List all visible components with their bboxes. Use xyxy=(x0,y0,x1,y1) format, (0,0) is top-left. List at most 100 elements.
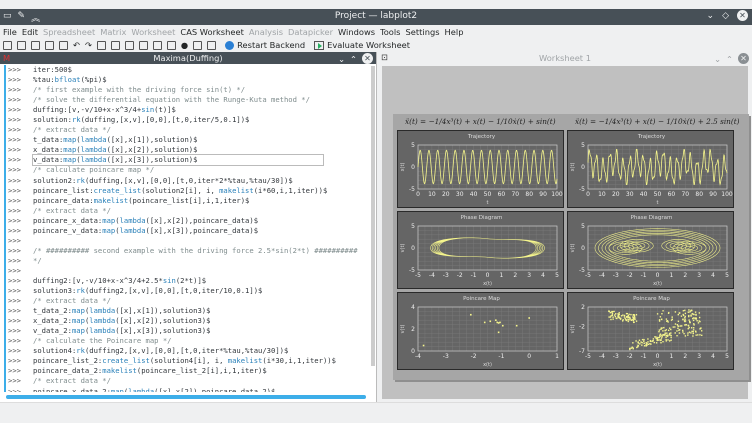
code-line[interactable]: >>> xyxy=(6,266,368,276)
code-text: poincare_data_2:makelist(poincare_list_2… xyxy=(33,366,267,376)
menu-worksheet[interactable]: Worksheet xyxy=(131,26,176,37)
code-line[interactable]: >>> poincare_data:makelist(poincare_list[… xyxy=(6,196,368,206)
code-line[interactable]: >>> /* extract data */ xyxy=(6,206,368,216)
new-spreadsheet-icon[interactable] xyxy=(124,40,134,50)
data-point xyxy=(677,313,680,316)
menu-windows[interactable]: Windows xyxy=(338,26,376,37)
code-line[interactable]: >>> /* calculate poincare map */ xyxy=(6,165,368,175)
code-text: /* extract data */ xyxy=(33,125,111,135)
plot-trajectory[interactable]: Trajectory 0 10 20 30 40 50 60 70 80 90 100 -5 0 5 t x(t… xyxy=(397,130,564,208)
code-line[interactable]: >>> /* ########## second example with the… xyxy=(6,246,368,256)
code-line[interactable]: >>> duffing:[v,-v/10+x-x^3/4+sin(t)]$ xyxy=(6,105,368,115)
code-line[interactable]: >>> /* extract data */ xyxy=(6,296,368,306)
close-panel-button[interactable]: ✕ xyxy=(362,53,373,64)
redo-icon[interactable]: ↷ xyxy=(84,40,92,50)
code-line[interactable]: >>> */ xyxy=(6,256,368,266)
code-editor[interactable]: >>> iter:500$ >>> %tau:bfloat(%pi)$ >>> /* fi… xyxy=(4,65,368,392)
pin-icon[interactable]: ✎ xyxy=(17,11,26,21)
x-tick-label: 1 xyxy=(669,272,673,279)
data-point xyxy=(627,317,629,319)
vertical-scrollbar[interactable] xyxy=(371,66,375,366)
data-point xyxy=(612,316,614,318)
code-line[interactable]: >>> t_data_2:map(lambda([x],x[1]),solutio… xyxy=(6,306,368,316)
collapse-icon[interactable]: ⌄ xyxy=(338,53,346,64)
new-worksheet-icon[interactable] xyxy=(166,40,176,50)
close-panel-button[interactable]: ✕ xyxy=(738,53,749,64)
new-live-data-icon[interactable] xyxy=(207,40,217,50)
menu-analysis[interactable]: Analysis xyxy=(248,26,284,37)
code-line[interactable]: >>> v_data:map(lambda([x],x[3]),solution)… xyxy=(6,154,368,167)
plot-poincare-map[interactable]: Poincare Map -4 -3 -2 -1 0 1 0 2 4 x(t) v(t) xyxy=(397,292,564,370)
code-line[interactable]: >>> /* extract data */ xyxy=(6,125,368,135)
new-workbook-icon[interactable] xyxy=(110,40,120,50)
data-point xyxy=(671,318,674,320)
worksheet-title: Worksheet 1 xyxy=(539,53,591,63)
new-note-icon[interactable] xyxy=(193,40,203,50)
print-preview-icon[interactable] xyxy=(59,40,68,50)
keep-above-icon[interactable]: ︽ xyxy=(31,14,41,24)
menu-settings[interactable]: Settings xyxy=(405,26,440,37)
undo-icon[interactable]: ↶ xyxy=(73,40,80,50)
expand-icon[interactable]: ⌃ xyxy=(726,53,733,64)
code-line[interactable]: >>> poincare_x_data_2:map(lambda([x],x[2]… xyxy=(6,387,368,393)
maximize-button[interactable]: ◇ xyxy=(722,10,729,21)
plot-phase-diagram[interactable]: Phase Diagram -5 -4 -3 -2 -1 0 1 2 3 4 5 -5 0 5 x(t) v(t… xyxy=(397,211,564,289)
collapse-icon[interactable]: ⌄ xyxy=(714,53,722,64)
restart-icon xyxy=(225,40,235,50)
code-line[interactable]: >>> t_data:map(lambda([x],x[1]),solution)… xyxy=(6,135,368,145)
menu-datapicker[interactable]: Datapicker xyxy=(288,26,334,37)
open-icon[interactable] xyxy=(17,40,26,50)
worksheet-canvas[interactable]: ẍ(t) = −1/4x³(t) + x(t) − 1/10ẋ(t) + sin… xyxy=(382,66,749,399)
code-line[interactable]: >>> /* extract data */ xyxy=(6,376,368,386)
code-line[interactable]: >>> /* calculate the Poincare map */ xyxy=(6,336,368,346)
code-line[interactable]: >>> /* solve the differential equation wi… xyxy=(6,95,368,105)
new-folder-icon[interactable] xyxy=(96,40,106,50)
plot-phase-diagram[interactable]: Phase Diagram -5 -4 -3 -2 -1 0 1 2 3 4 5 -5 0 5 x(t) v(t… xyxy=(567,211,734,289)
close-button[interactable]: ✕ xyxy=(737,10,748,21)
menu-cas-worksheet[interactable]: CAS Worksheet xyxy=(180,26,244,37)
data-point xyxy=(660,328,662,330)
code-line[interactable]: >>> v_data_2:map(lambda([x],x[3]),solutio… xyxy=(6,326,368,336)
x-tick-label: -2 xyxy=(627,272,633,279)
menu-file[interactable]: File xyxy=(3,26,17,37)
code-line[interactable]: >>> x_data:map(lambda([x],x[2]),solution)… xyxy=(6,145,368,155)
minimize-button[interactable]: ⌄ xyxy=(706,10,715,21)
code-line[interactable]: >>> poincare_data_2:makelist(poincare_lis… xyxy=(6,366,368,376)
code-line[interactable]: >>> iter:500$ xyxy=(6,65,368,75)
code-line[interactable]: >>> /* first example with the driving for… xyxy=(6,85,368,95)
code-line[interactable]: >>> poincare_v_data:map(lambda([x],x[3]),… xyxy=(6,226,368,236)
menu-matrix[interactable]: Matrix xyxy=(100,26,127,37)
new-datapicker-icon[interactable] xyxy=(152,40,162,50)
menu-tools[interactable]: Tools xyxy=(380,26,401,37)
plot-trajectory[interactable]: Trajectory 0 10 20 30 40 50 60 70 80 90 100 -5 0 5 t x(t… xyxy=(567,130,734,208)
print-icon[interactable] xyxy=(45,40,54,50)
code-line[interactable]: >>> duffing2:[v,-v/10+x-x^3/4+2.5*sin(2*t… xyxy=(6,276,368,286)
menu-help[interactable]: Help xyxy=(444,26,464,37)
code-line[interactable]: >>> %tau:bfloat(%pi)$ xyxy=(6,75,368,85)
function-name: makelist xyxy=(93,195,129,205)
code-line[interactable]: >>> solution2:rk(duffing,[x,v],[0,0],[t,0… xyxy=(6,176,368,186)
data-point xyxy=(611,310,614,313)
expand-icon[interactable]: ⌃ xyxy=(350,53,357,64)
horizontal-scrollbar[interactable] xyxy=(6,395,366,399)
code-line[interactable]: >>> poincare_list_2:create_list(solution4… xyxy=(6,356,368,366)
evaluate-worksheet-button[interactable]: Evaluate Worksheet xyxy=(314,40,410,50)
code-line[interactable]: >>> solution4:rk(duffing2,[x,v],[0,0],[t,… xyxy=(6,346,368,356)
code-line[interactable]: >>> solution3:rk(duffing2,[x,v],[0,0],[t,… xyxy=(6,286,368,296)
plot-poincare-map[interactable]: Poincare Map -5 -4 -3 -2 -1 0 1 2 3 4 5 -7 -2 2 x(t) v(t… xyxy=(567,292,734,370)
menu-edit[interactable]: Edit xyxy=(21,26,38,37)
new-icon[interactable] xyxy=(3,40,12,50)
code-line[interactable]: >>> xyxy=(6,236,368,246)
save-icon[interactable] xyxy=(31,40,40,50)
data-point xyxy=(684,312,687,315)
code-line[interactable]: >>> x_data_2:map(lambda([x],x[2]),solutio… xyxy=(6,316,368,326)
code-line[interactable]: >>> solution:rk(duffing,[x,v],[0,0],[t,0,… xyxy=(6,115,368,125)
code-line[interactable]: >>> poincare_x_data:map(lambda([x],x[2]),… xyxy=(6,216,368,226)
data-point xyxy=(666,335,669,337)
new-cas-icon[interactable]: ● xyxy=(180,40,189,50)
new-matrix-icon[interactable] xyxy=(138,40,148,50)
menu-spreadsheet[interactable]: Spreadsheet xyxy=(42,26,96,37)
restart-backend-button[interactable]: Restart Backend xyxy=(225,40,305,50)
code-line[interactable]: >>> poincare_list:create_list(solution2[i… xyxy=(6,186,368,196)
